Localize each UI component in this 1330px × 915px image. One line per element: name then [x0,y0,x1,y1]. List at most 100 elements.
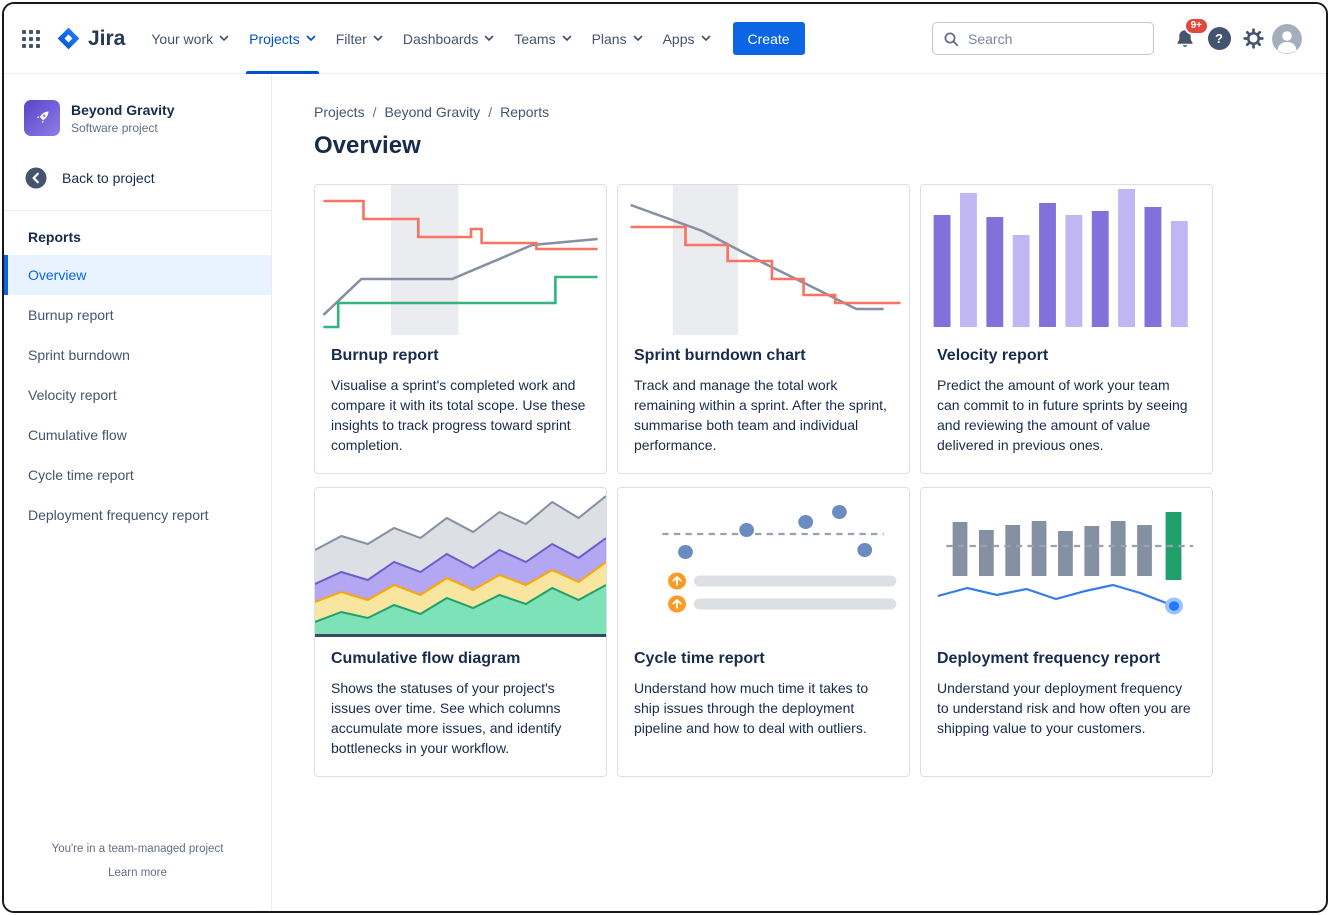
sidebar-item-burnup-report[interactable]: Burnup report [4,295,271,335]
sidebar-item-cycle-time-report[interactable]: Cycle time report [4,455,271,495]
report-card-velocity[interactable]: Velocity report Predict the amount of wo… [920,184,1213,474]
sidebar-item-label: Velocity report [28,387,117,403]
cycle-time-thumbnail [618,488,909,638]
project-header: Beyond Gravity Software project [4,100,271,136]
breadcrumb-separator: / [488,104,493,120]
app-switcher-icon[interactable] [22,29,40,48]
burndown-chart-thumbnail [618,185,909,335]
card-description: Visualise a sprint's completed work and … [331,377,586,453]
nav-item-apps[interactable]: Apps [653,4,721,74]
card-title: Velocity report [937,347,1049,364]
main-content: Projects / Beyond Gravity / Reports Over… [272,74,1326,911]
search-icon [944,32,959,46]
nav-item-dashboards[interactable]: Dashboards [393,4,505,74]
chevron-down-icon [373,35,383,41]
settings-button[interactable] [1236,22,1270,56]
report-card-deployment-frequency[interactable]: Deployment frequency report Understand y… [920,487,1213,777]
chevron-down-icon [306,35,316,41]
breadcrumb-reports[interactable]: Reports [500,104,550,120]
sidebar-item-label: Sprint burndown [28,347,130,363]
velocity-chart-thumbnail [921,185,1212,335]
nav-item-your-work[interactable]: Your work [141,4,239,74]
top-navbar: Jira Your work Projects Filter Dashboard… [4,4,1326,74]
nav-label: Apps [662,30,695,47]
back-to-project-link[interactable]: Back to project [4,166,271,190]
jira-logo-icon [57,27,80,50]
sidebar-item-label: Burnup report [28,307,114,323]
deployment-frequency-thumbnail [921,488,1212,638]
sidebar-divider [4,210,271,211]
report-card-sprint-burndown[interactable]: Sprint burndown chart Track and manage t… [617,184,910,474]
card-title: Cumulative flow diagram [331,650,521,667]
project-sidebar: Beyond Gravity Software project Back to … [4,74,272,911]
card-description: Understand your deployment frequency to … [937,680,1191,736]
chevron-down-icon [562,35,571,41]
avatar [1272,23,1302,54]
rocket-icon [36,111,49,124]
brand-name: Jira [88,26,126,50]
learn-more-link[interactable]: Learn more [108,867,167,879]
project-avatar-icon [24,100,60,136]
card-description: Predict the amount of work your team can… [937,377,1188,453]
report-card-cumulative-flow[interactable]: Cumulative flow diagram Shows the status… [314,487,607,777]
nav-label: Your work [151,30,214,47]
card-title: Burnup report [331,347,439,364]
breadcrumb-projects[interactable]: Projects [314,104,365,120]
project-name: Beyond Gravity [71,101,175,118]
card-title: Deployment frequency report [937,650,1161,667]
breadcrumb-separator: / [372,104,377,120]
back-to-project-label: Back to project [62,170,155,186]
help-icon: ? [1207,27,1231,50]
gear-icon [1242,28,1264,49]
burnup-chart-thumbnail [315,185,606,335]
nav-label: Projects [249,30,300,47]
card-description: Shows the statuses of your project's iss… [331,680,562,756]
breadcrumb-project-name[interactable]: Beyond Gravity [384,104,481,120]
chevron-down-icon [701,35,710,41]
chevron-down-icon [219,35,229,41]
sidebar-item-label: Cumulative flow [28,427,127,443]
sidebar-item-label: Cycle time report [28,467,134,483]
card-title: Cycle time report [634,650,765,667]
report-card-cycle-time[interactable]: Cycle time report Understand how much ti… [617,487,910,777]
report-card-burnup[interactable]: Burnup report Visualise a sprint's compl… [314,184,607,474]
sidebar-item-overview[interactable]: Overview [4,255,271,295]
notification-badge: 9+ [1183,16,1209,35]
card-description: Understand how much time it takes to shi… [634,680,869,736]
card-title: Sprint burndown chart [634,347,806,364]
nav-item-projects[interactable]: Projects [239,4,326,74]
nav-item-plans[interactable]: Plans [582,4,653,74]
chevron-down-icon [633,35,642,41]
card-description: Track and manage the total work remainin… [634,377,887,453]
nav-label: Teams [514,30,556,47]
notifications-button[interactable]: 9+ [1168,16,1209,56]
report-cards-grid: Burnup report Visualise a sprint's compl… [314,184,1326,777]
global-search [932,22,1154,55]
sidebar-item-label: Deployment frequency report [28,507,209,523]
back-arrow-icon [25,167,47,189]
project-type: Software project [71,120,158,135]
reports-section-title: Reports [28,229,81,245]
jira-logo[interactable]: Jira [56,26,125,51]
sidebar-item-deployment-frequency-report[interactable]: Deployment frequency report [4,495,271,535]
create-button[interactable]: Create [732,22,805,55]
help-button[interactable]: ? [1202,22,1236,56]
sidebar-item-label: Overview [28,267,87,283]
cumulative-flow-thumbnail [315,488,606,638]
nav-label: Dashboards [402,30,479,47]
sidebar-item-cumulative-flow[interactable]: Cumulative flow [4,415,271,455]
breadcrumb: Projects / Beyond Gravity / Reports [314,104,1326,120]
team-managed-note: You're in a team-managed project [51,843,224,855]
nav-label: Plans [591,30,627,47]
page-title: Overview [314,132,421,159]
nav-item-teams[interactable]: Teams [504,4,581,74]
profile-button[interactable] [1270,22,1304,56]
sidebar-footer: You're in a team-managed project Learn m… [4,843,271,911]
chevron-down-icon [484,35,494,41]
sidebar-item-sprint-burndown[interactable]: Sprint burndown [4,335,271,375]
search-input[interactable] [966,29,1143,48]
sidebar-item-velocity-report[interactable]: Velocity report [4,375,271,415]
nav-label: Filter [335,30,367,47]
nav-item-filter[interactable]: Filter [326,4,393,74]
